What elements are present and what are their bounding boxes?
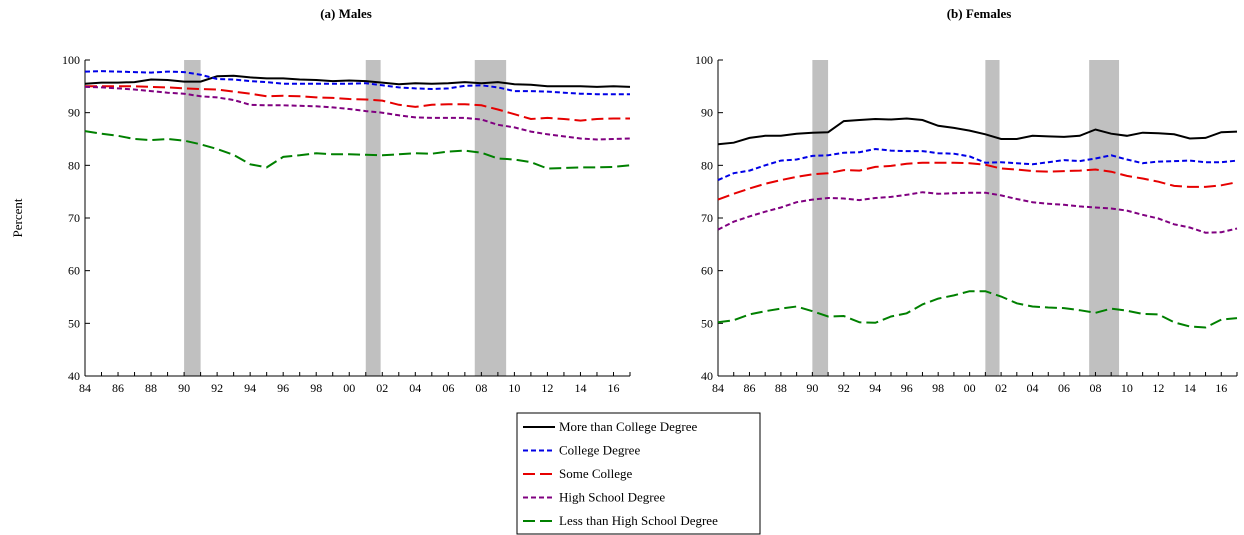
series-line-less-than-high-school-degree <box>84 130 631 170</box>
y-tick-label: 60 <box>701 264 713 278</box>
chart-panel-a: (a) Males 40 50 60 70 80 90 100 84 86 88 90 92 94 96 98… <box>62 6 631 395</box>
chart-title: (a) Males <box>320 6 372 21</box>
y-tick-label: 90 <box>701 106 713 120</box>
y-tick-label: 90 <box>68 106 80 120</box>
x-tick-label: 98 <box>310 381 322 395</box>
y-tick-label: 50 <box>68 316 80 330</box>
x-tick-label: 88 <box>775 381 787 395</box>
x-tick-label: 04 <box>409 381 421 395</box>
y-tick-label: 40 <box>68 369 80 383</box>
x-tick-label: 02 <box>995 381 1007 395</box>
legend-label-some-college: Some College <box>559 466 633 481</box>
series-line-high-school-degree <box>717 191 1238 234</box>
recession-band <box>812 60 829 376</box>
y-tick-label: 40 <box>701 369 713 383</box>
x-tick-label: 00 <box>343 381 355 395</box>
legend-box <box>516 412 761 535</box>
y-axis-label: Percent <box>10 198 25 237</box>
x-tick-label: 14 <box>1184 381 1196 395</box>
series-line-some-college <box>85 85 630 122</box>
series-line-more-than-college-degree <box>84 74 631 88</box>
x-tick-label: 02 <box>376 381 388 395</box>
series-line-high-school-degree <box>84 85 631 141</box>
x-tick-label: 14 <box>574 381 586 395</box>
x-tick-label: 86 <box>743 381 755 395</box>
recession-band <box>1089 60 1120 376</box>
x-tick-label: 84 <box>712 381 724 395</box>
x-tick-label: 96 <box>901 381 913 395</box>
x-tick-label: 92 <box>838 381 850 395</box>
x-tick-label: 12 <box>541 381 553 395</box>
x-tick-label: 08 <box>1089 381 1101 395</box>
recession-band <box>184 60 201 376</box>
series-line-college-degree <box>84 70 630 96</box>
x-tick-label: 16 <box>607 381 619 395</box>
series-line-less-than-high-school-degree <box>717 290 1238 329</box>
x-tick-label: 96 <box>277 381 289 395</box>
y-tick-label: 100 <box>62 53 80 67</box>
legend-label-college-degree: College Degree <box>559 443 640 458</box>
series-line-college-degree <box>717 147 1238 182</box>
y-tick-label: 60 <box>68 264 80 278</box>
chart-title: (b) Females <box>947 6 1012 21</box>
x-tick-label: 04 <box>1027 381 1039 395</box>
x-tick-label: 16 <box>1215 381 1227 395</box>
x-tick-label: 90 <box>178 381 190 395</box>
x-tick-label: 98 <box>932 381 944 395</box>
series-line-more-than-college-degree <box>717 117 1238 146</box>
y-tick-label: 70 <box>68 211 80 225</box>
legend-label-less-than-high-school-degree: Less than High School Degree <box>559 513 718 528</box>
x-tick-label: 90 <box>806 381 818 395</box>
recession-band <box>365 60 381 376</box>
recession-band <box>985 60 1000 376</box>
y-tick-label: 80 <box>68 158 80 172</box>
y-tick-label: 80 <box>701 158 713 172</box>
x-tick-label: 88 <box>145 381 157 395</box>
legend-label-more-than-college-degree: More than College Degree <box>559 419 697 434</box>
x-tick-label: 94 <box>244 381 256 395</box>
x-tick-label: 86 <box>112 381 124 395</box>
x-tick-label: 84 <box>79 381 91 395</box>
x-tick-label: 12 <box>1152 381 1164 395</box>
legend: More than College Degree College Degree So… <box>516 412 761 535</box>
x-tick-label: 06 <box>1058 381 1070 395</box>
y-tick-label: 70 <box>701 211 713 225</box>
x-tick-label: 10 <box>1121 381 1133 395</box>
recession-band <box>474 60 507 376</box>
x-tick-label: 10 <box>508 381 520 395</box>
x-tick-label: 06 <box>442 381 454 395</box>
x-tick-label: 92 <box>211 381 223 395</box>
x-tick-label: 08 <box>475 381 487 395</box>
y-tick-label: 100 <box>695 53 713 67</box>
x-tick-label: 94 <box>869 381 881 395</box>
legend-label-high-school-degree: High School Degree <box>559 490 665 505</box>
chart-panel-b: (b) Females 40 50 60 70 80 90 100 84 86 88 90 92 94 96… <box>695 6 1238 395</box>
y-tick-label: 50 <box>701 316 713 330</box>
series-line-some-college <box>717 161 1238 201</box>
x-tick-label: 00 <box>964 381 976 395</box>
